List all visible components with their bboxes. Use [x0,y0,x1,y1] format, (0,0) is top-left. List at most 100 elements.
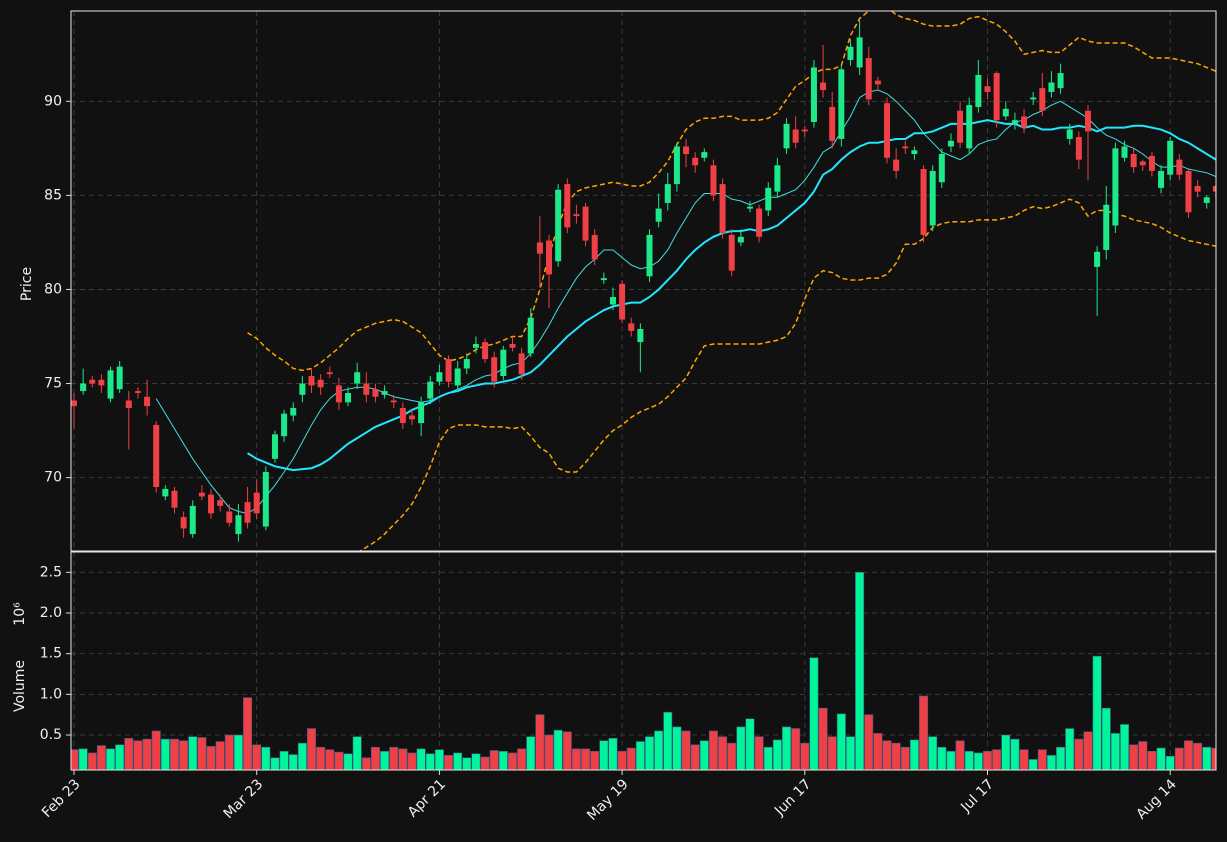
volume-bar [1019,749,1029,770]
candle-body [162,488,169,497]
candle-body [1139,161,1146,166]
indicator-line [358,198,1216,551]
candle-body [801,129,808,132]
candle-body [1203,197,1210,203]
candle-body [947,140,954,147]
volume-bar [87,752,97,770]
candle-body [911,150,918,154]
candle-body [418,402,425,424]
volume-bar [763,746,773,770]
volume-bar [334,751,344,770]
x-tick-label: Aug 14 [1133,776,1179,822]
volume-bar [964,750,974,770]
candle-body [180,517,187,529]
candle-body [326,372,333,375]
volume-bar [882,740,892,770]
candle-body [1185,170,1192,213]
volume-bar [1092,655,1102,770]
candle-body [390,400,397,403]
volume-bar [818,707,828,770]
candle-body [71,400,77,407]
volume-bar [992,749,1002,770]
volume-bar [106,748,116,770]
volume-bar [96,745,106,770]
volume-bar [645,736,655,770]
volume-bar [169,738,179,770]
candle-body [408,415,415,420]
candle-body [1212,185,1216,192]
indicator-line [247,11,1216,372]
volume-bar [361,757,371,770]
candle-body [482,342,489,360]
y-tick-label: 0.5 [40,727,62,743]
volume-bar [864,714,874,770]
volume-bar [562,731,572,770]
volume-bar [279,750,289,770]
volume-bar [380,750,390,770]
volume-bar [1028,759,1038,770]
volume-bar [809,657,819,770]
volume-bar [115,744,125,770]
candle-body [235,515,242,535]
candle-body [134,391,141,393]
volume-bar [453,752,463,770]
volume-bar [370,746,380,770]
candle-body [756,208,763,237]
volume-bar [197,737,207,770]
candle-body [299,383,306,395]
candle-body [1066,129,1073,139]
candle-body [920,169,927,235]
volume-bar [836,713,846,770]
candle-body [1121,146,1128,158]
volume-bar [252,744,262,770]
candle-body [646,234,653,277]
candle-body [317,379,324,388]
volume-bar [1156,747,1166,770]
y-tick-label: 1.5 [40,646,62,662]
volume-bar [316,746,326,770]
candle-body [856,37,863,68]
candle-body [609,296,616,305]
candle-body [153,424,160,488]
candle-body [290,408,297,416]
volume-bar [489,750,499,770]
volume-bar [1074,738,1084,770]
volume-bar [261,746,271,770]
price-plot [71,11,1216,551]
volume-bar [160,738,170,770]
volume-bar [480,756,490,770]
price-frame [70,10,1217,552]
candle-body [144,396,151,407]
candle-body [820,82,827,91]
candle-body [975,74,982,107]
volume-bar [1046,755,1056,770]
volume-bar [937,746,947,770]
y-tick-label: 1.0 [40,686,62,702]
volume-bar [1174,747,1184,770]
volume-bar [581,748,591,770]
volume-bar [845,736,855,770]
candle-body [1075,137,1082,160]
volume-bar [1037,749,1047,770]
candle-body [765,187,772,211]
candle-body [335,385,342,403]
candle-body [1057,73,1064,89]
candle-body [1094,251,1101,267]
volume-bar [571,748,581,770]
candle-body [454,368,461,386]
candle-body [1084,110,1091,132]
volume-bar [398,748,408,770]
volume-bar [151,730,161,770]
candle-body [1039,88,1046,111]
candle-body [1194,185,1201,192]
volume-bar [599,740,609,770]
candle-body [189,505,196,535]
candle-body [1112,148,1119,226]
candle-body [984,86,991,92]
candle-body [628,323,635,331]
candle-body [555,189,562,262]
volume-bar [498,750,508,770]
candle-body [226,511,233,523]
